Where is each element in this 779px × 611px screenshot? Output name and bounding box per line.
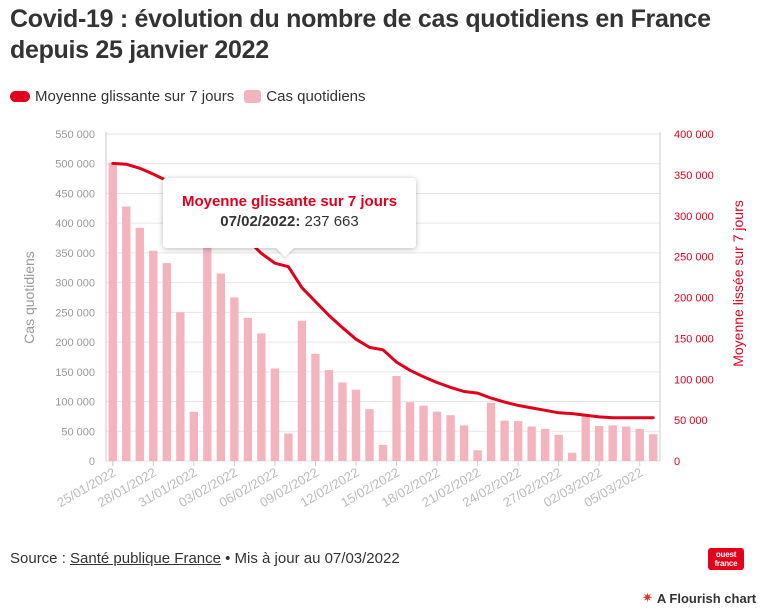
bar <box>567 452 577 461</box>
source-link[interactable]: Santé publique France <box>70 550 221 567</box>
y-tick-left: 550 000 <box>55 129 95 141</box>
y-tick-left: 400 000 <box>55 218 95 230</box>
bar <box>527 426 536 461</box>
y-tick-right: 0 <box>674 456 680 468</box>
bar <box>446 415 455 461</box>
bar <box>486 402 496 461</box>
y-tick-left: 500 000 <box>55 159 95 171</box>
bar <box>338 382 347 461</box>
bar <box>405 402 415 461</box>
y-tick-right: 300 000 <box>674 211 714 223</box>
bar <box>432 411 442 461</box>
bar <box>324 369 334 461</box>
flourish-credit[interactable]: ✷ A Flourish chart <box>642 590 756 606</box>
y-tick-right: 250 000 <box>674 252 714 264</box>
y-tick-left: 0 <box>89 456 95 468</box>
bar <box>216 273 226 461</box>
bar <box>554 434 563 461</box>
bar <box>622 426 631 461</box>
y-tick-right: 150 000 <box>674 333 714 345</box>
bar <box>540 428 550 461</box>
bar <box>270 368 280 461</box>
logo-text-1: ouest <box>715 550 737 559</box>
bar <box>149 250 158 461</box>
bar <box>122 206 131 461</box>
bar <box>284 433 293 461</box>
y-axis-title-right: Moyenne lissée sur 7 jours <box>730 200 746 367</box>
tooltip-value: 237 663 <box>304 213 359 230</box>
bar <box>513 421 523 461</box>
tooltip-date: 07/02/2022: <box>220 213 301 230</box>
y-tick-left: 150 000 <box>55 367 95 379</box>
bar <box>365 409 374 461</box>
y-tick-right: 100 000 <box>674 374 714 386</box>
y-tick-left: 100 000 <box>55 397 95 409</box>
bar <box>230 297 239 461</box>
source-prefix: Source : <box>10 550 71 567</box>
y-tick-left: 50 000 <box>61 426 95 438</box>
bar <box>189 411 199 461</box>
bar <box>635 428 644 461</box>
y-tick-right: 50 000 <box>674 415 708 427</box>
bar <box>176 312 185 461</box>
logo-text-2: france <box>714 559 738 568</box>
bar <box>595 425 604 461</box>
tooltip-title: Moyenne glissante sur 7 jours <box>181 193 398 210</box>
y-tick-right: 350 000 <box>674 170 714 182</box>
legend-swatch-bar <box>244 90 262 103</box>
source-line: Source : Santé publique France • Mis à j… <box>10 550 400 567</box>
y-tick-right: 400 000 <box>674 129 714 141</box>
legend: Moyenne glissante sur 7 jours Cas quotid… <box>10 88 376 105</box>
chart-title: Covid-19 : évolution du nombre de cas qu… <box>10 5 711 64</box>
tooltip: Moyenne glissante sur 7 jours 07/02/2022… <box>163 178 416 248</box>
bar <box>581 415 590 461</box>
bar <box>311 353 320 461</box>
chart-plot: 0 50 000 100 000 150 000 200 000 250 000 300 0… <box>21 129 746 510</box>
bar <box>297 320 307 461</box>
bar <box>608 425 617 461</box>
bar <box>392 375 401 461</box>
y-tick-left: 450 000 <box>55 188 95 200</box>
bar <box>649 434 658 461</box>
bar <box>378 444 388 461</box>
update-text: • Mis à jour au 07/03/2022 <box>220 550 400 567</box>
y-tick-right: 200 000 <box>674 293 714 305</box>
legend-label-daily-cases: Cas quotidiens <box>266 88 366 105</box>
bar <box>351 389 361 461</box>
bar <box>203 245 212 461</box>
y-tick-left: 200 000 <box>55 337 95 349</box>
bar <box>135 227 144 461</box>
flourish-icon: ✷ <box>642 590 653 605</box>
bar <box>108 162 117 461</box>
bar <box>243 317 253 461</box>
bar <box>473 450 482 461</box>
bar <box>257 333 266 461</box>
legend-label-moving-average: Moyenne glissante sur 7 jours <box>35 88 235 105</box>
tooltip-value-line: 07/02/2022: 237 663 <box>163 211 416 232</box>
ouest-france-logo[interactable]: ouest france <box>708 548 744 570</box>
flourish-label: A Flourish chart <box>656 590 757 606</box>
y-tick-left: 350 000 <box>55 248 95 260</box>
bar <box>500 420 509 461</box>
y-axis-title-left: Cas quotidiens <box>21 251 37 344</box>
bar <box>459 425 469 461</box>
y-tick-left: 250 000 <box>55 307 95 319</box>
legend-item-daily-cases[interactable]: Cas quotidiens <box>244 88 366 105</box>
y-tick-left: 300 000 <box>55 278 95 290</box>
legend-item-moving-average[interactable]: Moyenne glissante sur 7 jours <box>10 88 234 105</box>
legend-swatch-line <box>10 91 30 102</box>
bar <box>162 263 171 461</box>
bar <box>419 405 428 461</box>
